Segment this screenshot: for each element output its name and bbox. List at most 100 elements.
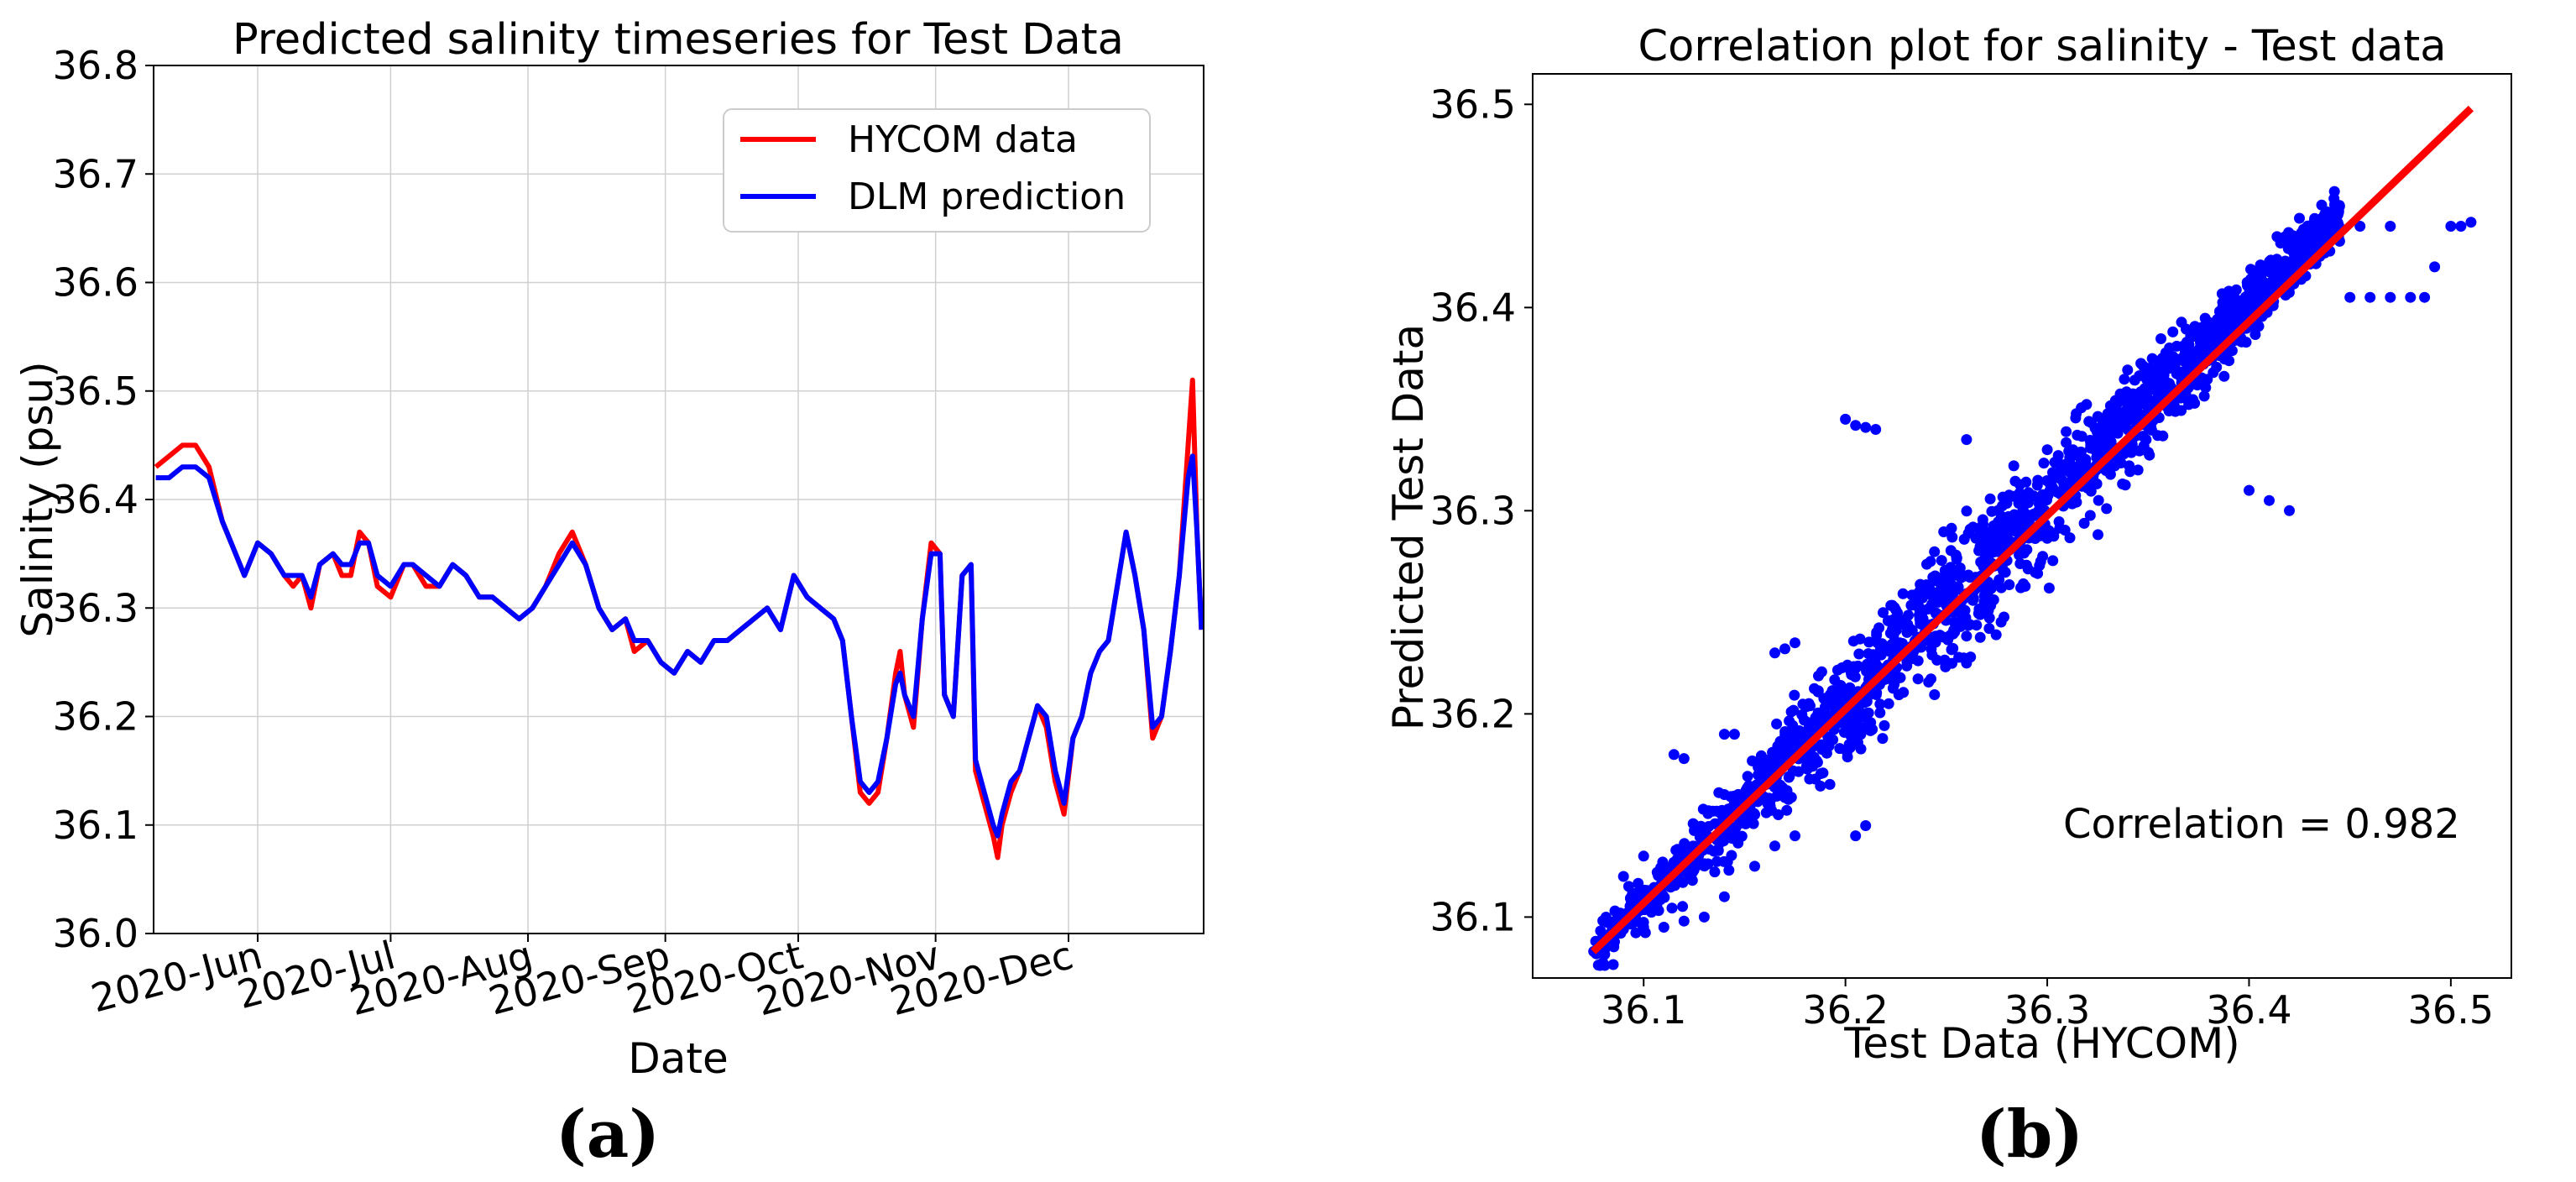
scatter-point	[2023, 487, 2035, 499]
scatter-point	[1853, 648, 1865, 660]
scatter-point	[1874, 698, 1886, 710]
panel-label-a: (a)	[556, 1096, 660, 1173]
series-line-dlm	[155, 453, 1204, 839]
scatter-point	[2051, 486, 2063, 498]
scatter-point	[2076, 431, 2087, 442]
scatter-point	[1677, 876, 1689, 888]
scatter-point	[1886, 599, 1898, 611]
scatter-point	[1600, 912, 1612, 923]
scatter-point	[1837, 686, 1849, 698]
y-tick-label: 36.1	[53, 803, 138, 848]
series-lines	[154, 377, 1204, 860]
scatter-point	[1909, 597, 1920, 609]
scatter-point	[1855, 743, 1867, 755]
scatter-point	[1878, 607, 1889, 619]
scatter-point	[1718, 891, 1730, 902]
y-tick-label: 36.0	[53, 911, 138, 956]
scatter-point	[1847, 730, 1859, 741]
scatter-point	[1975, 529, 1986, 541]
plot-frame-b	[1532, 73, 2512, 979]
scatter-point	[2108, 400, 2119, 412]
scatter-point	[1946, 644, 1957, 656]
scatter-point	[1994, 519, 2006, 531]
scatter-point	[1883, 698, 1894, 709]
scatter-point	[2264, 494, 2275, 506]
scatter-point	[1888, 614, 1899, 625]
y-tick-label: 36.5	[53, 369, 138, 414]
scatter-point	[1864, 724, 1876, 736]
correlation-chart: 36.136.236.336.436.5 36.1 36.2 36.3 36.4 36.…	[1384, 22, 2512, 1173]
scatter-point	[1713, 787, 1725, 798]
x-tick-label: 36.2	[1802, 987, 1888, 1033]
scatter-point	[2057, 462, 2069, 473]
scatter-point	[1599, 960, 1611, 971]
scatter-point	[2119, 374, 2130, 385]
scatter-point	[1912, 673, 1924, 685]
scatter-point	[2132, 464, 2144, 476]
scatter-point	[1972, 608, 1984, 620]
scatter-point	[2041, 529, 2053, 541]
scatter-point	[1865, 717, 1877, 729]
scatter-point	[1810, 720, 1821, 732]
scatter-point	[1781, 804, 1793, 816]
scatter-point	[1889, 636, 1900, 647]
scatter-point	[2419, 291, 2431, 303]
legend: HYCOM data DLM prediction	[723, 108, 1151, 233]
scatter-point	[2022, 563, 2034, 575]
scatter-point	[2211, 320, 2223, 332]
scatter-point	[2134, 445, 2145, 457]
scatter-point	[1743, 785, 1755, 797]
scatter-point	[2429, 261, 2441, 273]
scatter-point	[2032, 567, 2044, 579]
scatter-point	[2223, 285, 2234, 297]
y-tick-label: 36.2	[1430, 691, 1516, 736]
scatter-point	[2047, 555, 2059, 567]
scatter-point	[2135, 358, 2147, 369]
scatter-point	[2284, 235, 2296, 247]
scatter-point	[2038, 458, 2050, 469]
scatter-point	[1622, 881, 1634, 892]
scatter-point	[1897, 588, 1909, 599]
y-tick-label: 36.2	[53, 694, 138, 740]
scatter-point	[2037, 551, 2049, 562]
scatter-point	[2171, 405, 2183, 416]
scatter-point	[2157, 375, 2169, 386]
scatter-point	[2364, 291, 2376, 303]
scatter-point	[1999, 611, 2009, 623]
scatter-point	[1827, 734, 1839, 745]
scatter-point	[1711, 855, 1722, 867]
scatter-point	[1790, 830, 1800, 842]
scatter-point	[1749, 860, 1760, 872]
scatter-point	[1755, 750, 1767, 761]
scatter-point	[2118, 388, 2129, 400]
scatter-point	[1915, 578, 1926, 590]
scatter-point	[2004, 489, 2015, 501]
y-axis-label: Salinity (psu)	[13, 361, 62, 637]
scatter-point	[1929, 689, 1941, 700]
scatter-point	[2009, 525, 2020, 536]
scatter-point	[1973, 545, 1985, 557]
scatter-point	[2183, 399, 2195, 411]
scatter-point	[2085, 485, 2097, 497]
x-axis-ticks: 2020-Jun2020-Jul2020-Aug2020-Sep2020-Oct…	[86, 932, 1078, 1024]
scatter-point	[1816, 739, 1827, 751]
scatter-point	[1789, 689, 1800, 701]
scatter-point	[1670, 845, 1682, 856]
scatter-point	[2196, 343, 2208, 355]
scatter-point	[2043, 583, 2055, 594]
scatter-point	[1944, 569, 1956, 581]
scatter-point	[1860, 421, 1872, 433]
scatter-point	[1950, 549, 1962, 561]
scatter-point	[2155, 333, 2166, 344]
scatter-point	[1929, 546, 1941, 557]
scatter-point	[2041, 444, 2053, 456]
scatter-point	[2354, 221, 2366, 232]
scatter-point	[1678, 753, 1690, 765]
scatter-point	[1946, 522, 1957, 534]
y-axis-ticks-b: 36.1 36.2 36.3 36.4 36.5	[1430, 81, 1533, 939]
scatter-point	[2265, 267, 2276, 279]
scatter-point	[1964, 523, 1976, 535]
scatter-point	[1983, 612, 1995, 624]
scatter-point	[2039, 491, 2051, 503]
scatter-point	[2218, 370, 2230, 382]
